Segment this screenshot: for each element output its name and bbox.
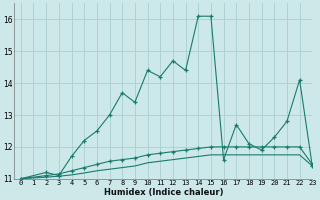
X-axis label: Humidex (Indice chaleur): Humidex (Indice chaleur) bbox=[104, 188, 223, 197]
